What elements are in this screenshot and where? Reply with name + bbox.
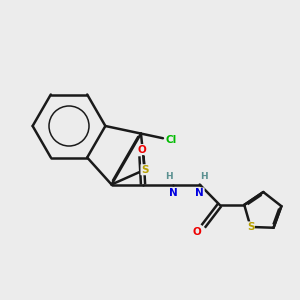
Text: S: S — [247, 222, 254, 232]
Text: O: O — [137, 145, 146, 154]
Text: N: N — [195, 188, 204, 198]
Text: O: O — [193, 227, 202, 237]
Text: Cl: Cl — [166, 135, 177, 145]
Text: H: H — [200, 172, 208, 181]
Text: N: N — [169, 188, 177, 198]
Text: H: H — [165, 172, 172, 181]
Text: S: S — [141, 165, 148, 175]
